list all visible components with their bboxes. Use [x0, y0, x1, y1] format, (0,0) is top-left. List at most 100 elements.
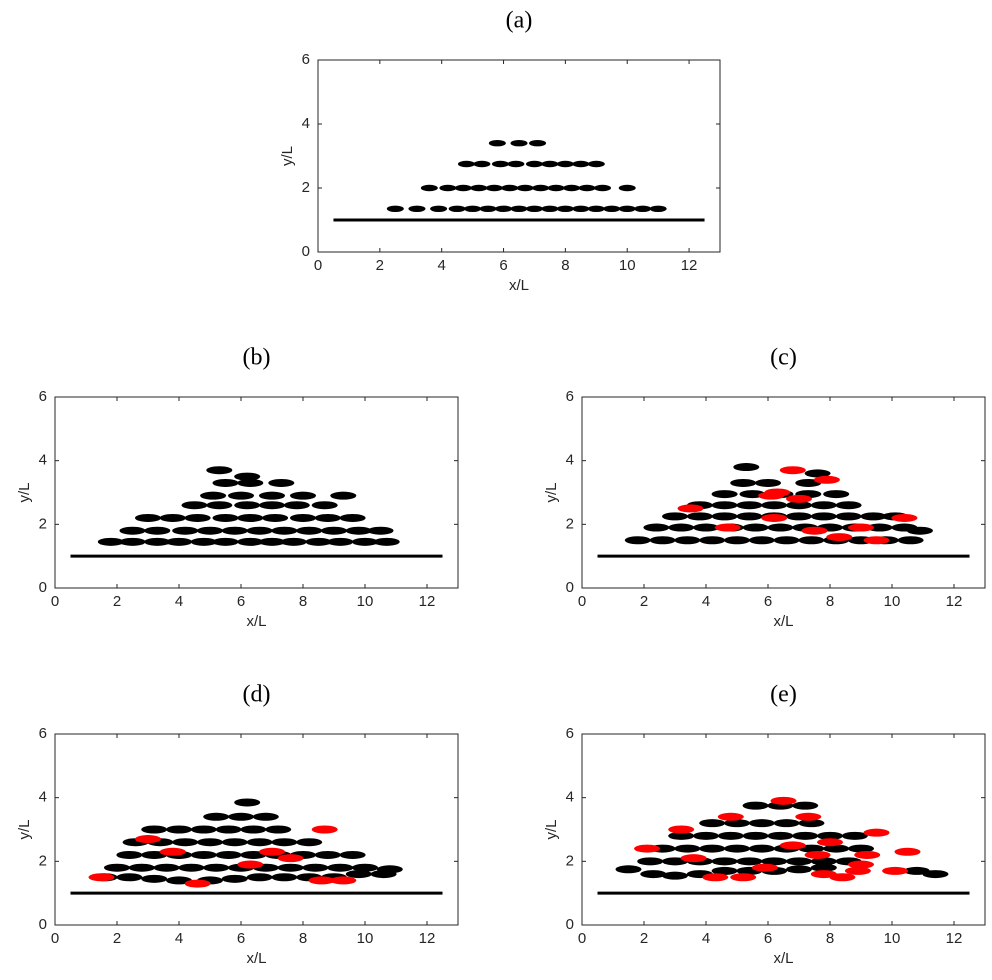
particle	[860, 512, 887, 521]
particle	[792, 831, 819, 840]
particle	[826, 533, 853, 542]
particle	[314, 513, 341, 522]
axes-frame	[317, 59, 721, 253]
axes-frame	[54, 396, 459, 589]
particle	[246, 873, 273, 882]
y-tick-label: 2	[566, 852, 574, 869]
particle	[153, 863, 180, 872]
particle	[603, 205, 621, 212]
particle	[894, 847, 921, 856]
x-tick-label: 4	[175, 593, 183, 610]
y-axis-label: y/L	[543, 482, 560, 502]
x-tick-label: 12	[681, 257, 698, 274]
particle	[290, 491, 316, 500]
particle	[649, 536, 676, 545]
axes-frame	[54, 733, 459, 926]
x-tick-label: 10	[357, 930, 374, 947]
x-tick-label: 10	[884, 593, 901, 610]
particle	[190, 825, 217, 834]
particle	[742, 523, 769, 532]
particle	[624, 536, 651, 545]
particle	[283, 501, 310, 510]
particle	[314, 850, 341, 859]
particle	[848, 860, 874, 869]
y-tick-label: 4	[39, 452, 47, 469]
particle	[668, 825, 695, 834]
particle	[290, 513, 316, 522]
particle	[240, 825, 267, 834]
y-tick-label: 2	[39, 515, 47, 532]
particle	[203, 863, 230, 872]
particle	[206, 501, 233, 510]
x-tick-label: 4	[175, 930, 183, 947]
particle	[197, 838, 223, 847]
x-tick-label: 10	[619, 257, 636, 274]
particle	[711, 512, 738, 521]
particle	[420, 184, 438, 192]
particle	[119, 537, 146, 546]
particle	[265, 825, 292, 834]
y-tick-label: 4	[566, 789, 574, 806]
particle	[798, 819, 825, 828]
y-tick-label: 6	[566, 388, 574, 405]
particle	[541, 205, 559, 212]
x-tick-label: 2	[113, 593, 121, 610]
particle	[724, 536, 750, 545]
particle	[643, 523, 670, 532]
x-tick-label: 12	[946, 593, 963, 610]
particle	[259, 491, 285, 500]
particle	[758, 491, 785, 500]
particle	[277, 854, 304, 863]
particle	[234, 501, 261, 510]
particle	[817, 838, 843, 847]
particle	[798, 536, 825, 545]
x-tick-label: 6	[237, 930, 245, 947]
panel-title: (c)	[770, 345, 797, 371]
particle	[801, 526, 828, 535]
particle	[773, 819, 800, 828]
particle	[181, 501, 208, 510]
particle	[473, 160, 491, 168]
particle	[190, 850, 217, 859]
x-tick-label: 8	[826, 593, 834, 610]
particle	[516, 184, 534, 192]
particle	[841, 831, 868, 840]
panel-title: (a)	[506, 8, 533, 34]
x-tick-label: 8	[561, 257, 569, 274]
particle	[339, 513, 366, 522]
particle	[104, 863, 130, 872]
x-axis-label: x/L	[773, 613, 793, 630]
particle	[464, 205, 482, 212]
y-axis-label: y/L	[16, 482, 33, 502]
particle	[457, 160, 475, 168]
particle	[891, 513, 918, 522]
particle	[844, 866, 871, 875]
particle	[237, 513, 264, 522]
particle	[296, 526, 323, 535]
particle	[135, 513, 161, 522]
particle	[166, 537, 192, 546]
particle	[767, 523, 794, 532]
panel-title: (e)	[770, 682, 797, 708]
particle	[804, 469, 831, 478]
particle	[228, 491, 254, 500]
particle	[773, 536, 800, 545]
particle	[792, 801, 819, 810]
particle	[578, 184, 596, 192]
particle	[268, 478, 295, 487]
x-tick-label: 0	[578, 593, 586, 610]
particle	[448, 205, 466, 212]
particle	[166, 825, 192, 834]
particle	[711, 857, 738, 866]
particle	[408, 205, 426, 212]
particle	[547, 184, 565, 192]
particle	[495, 205, 513, 212]
x-tick-label: 12	[419, 930, 436, 947]
particle	[748, 844, 775, 853]
panel-title: (d)	[243, 682, 271, 708]
particle	[221, 526, 248, 535]
particle	[649, 205, 667, 212]
